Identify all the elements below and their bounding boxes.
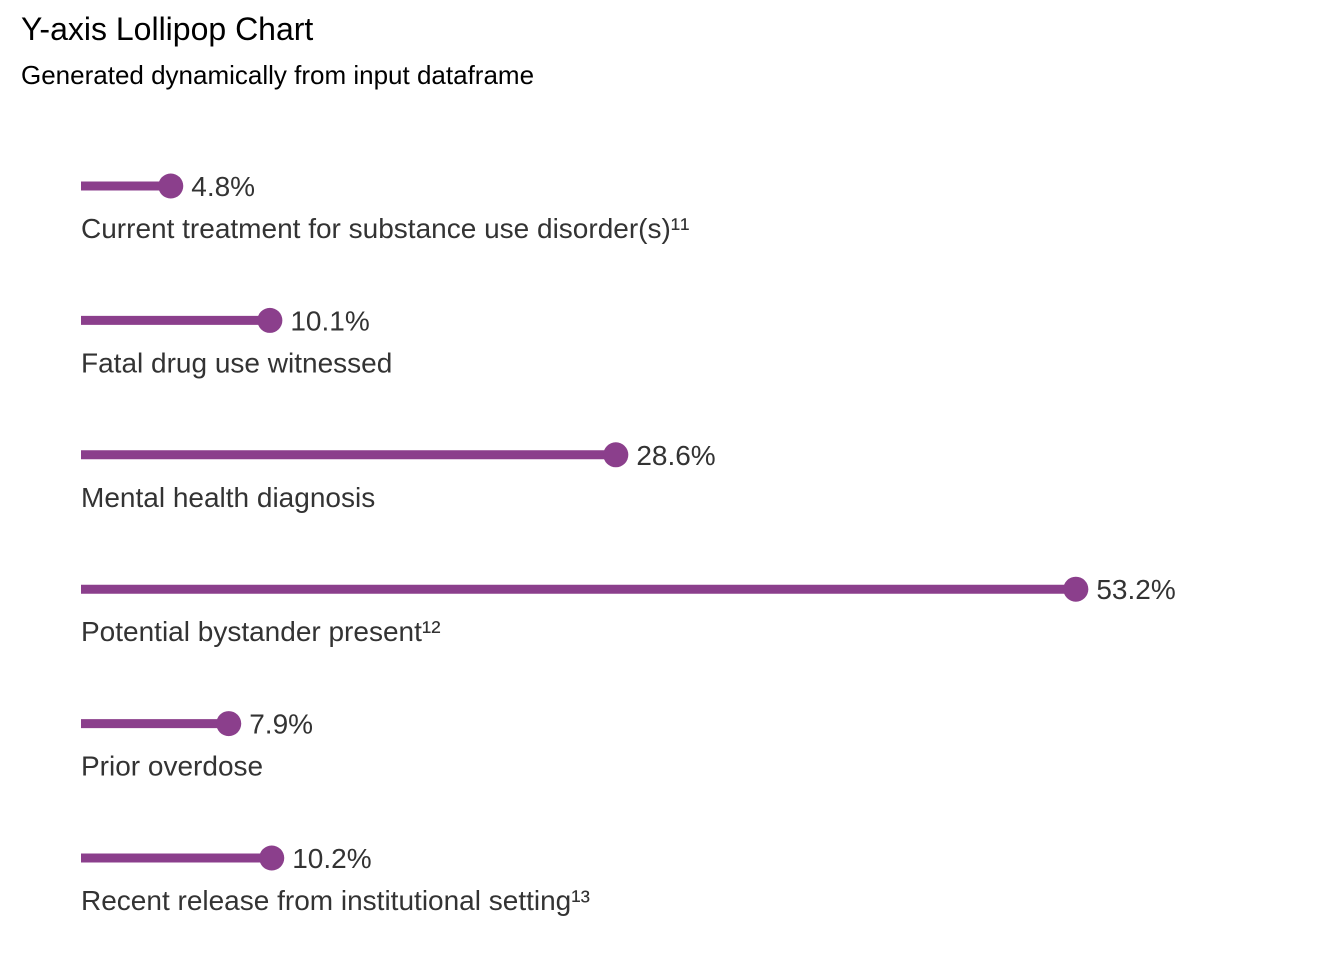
value-label: 28.6% — [636, 440, 715, 471]
lollipop-dot — [216, 711, 242, 737]
value-label: 7.9% — [249, 709, 313, 740]
chart-title: Y-axis Lollipop Chart — [21, 11, 314, 47]
chart-subtitle: Generated dynamically from input datafra… — [21, 60, 535, 90]
lollipop-row: 53.2% Potential bystander present¹² — [81, 574, 1176, 647]
lollipop-row: 7.9% Prior overdose — [81, 709, 313, 782]
category-label: Prior overdose — [81, 751, 263, 782]
value-label: 10.2% — [292, 843, 371, 874]
lollipop-dot — [259, 845, 285, 871]
lollipop-dot — [257, 307, 283, 333]
category-label: Mental health diagnosis — [81, 482, 375, 513]
lollipop-dot — [158, 173, 184, 199]
lollipop-row: 4.8% Current treatment for substance use … — [81, 171, 689, 244]
category-label: Potential bystander present¹² — [81, 616, 441, 647]
lollipop-row: 10.1% Fatal drug use witnessed — [81, 305, 392, 378]
category-label: Fatal drug use witnessed — [81, 347, 392, 378]
lollipop-row: 10.2% Recent release from institutional s… — [81, 843, 590, 916]
value-label: 10.1% — [290, 305, 369, 336]
lollipop-dot — [1063, 576, 1089, 602]
value-label: 53.2% — [1096, 574, 1175, 605]
lollipop-row: 28.6% Mental health diagnosis — [81, 440, 716, 513]
value-label: 4.8% — [191, 171, 255, 202]
category-label: Recent release from institutional settin… — [81, 885, 590, 916]
category-label: Current treatment for substance use diso… — [81, 213, 689, 244]
lollipop-dot — [603, 442, 629, 468]
